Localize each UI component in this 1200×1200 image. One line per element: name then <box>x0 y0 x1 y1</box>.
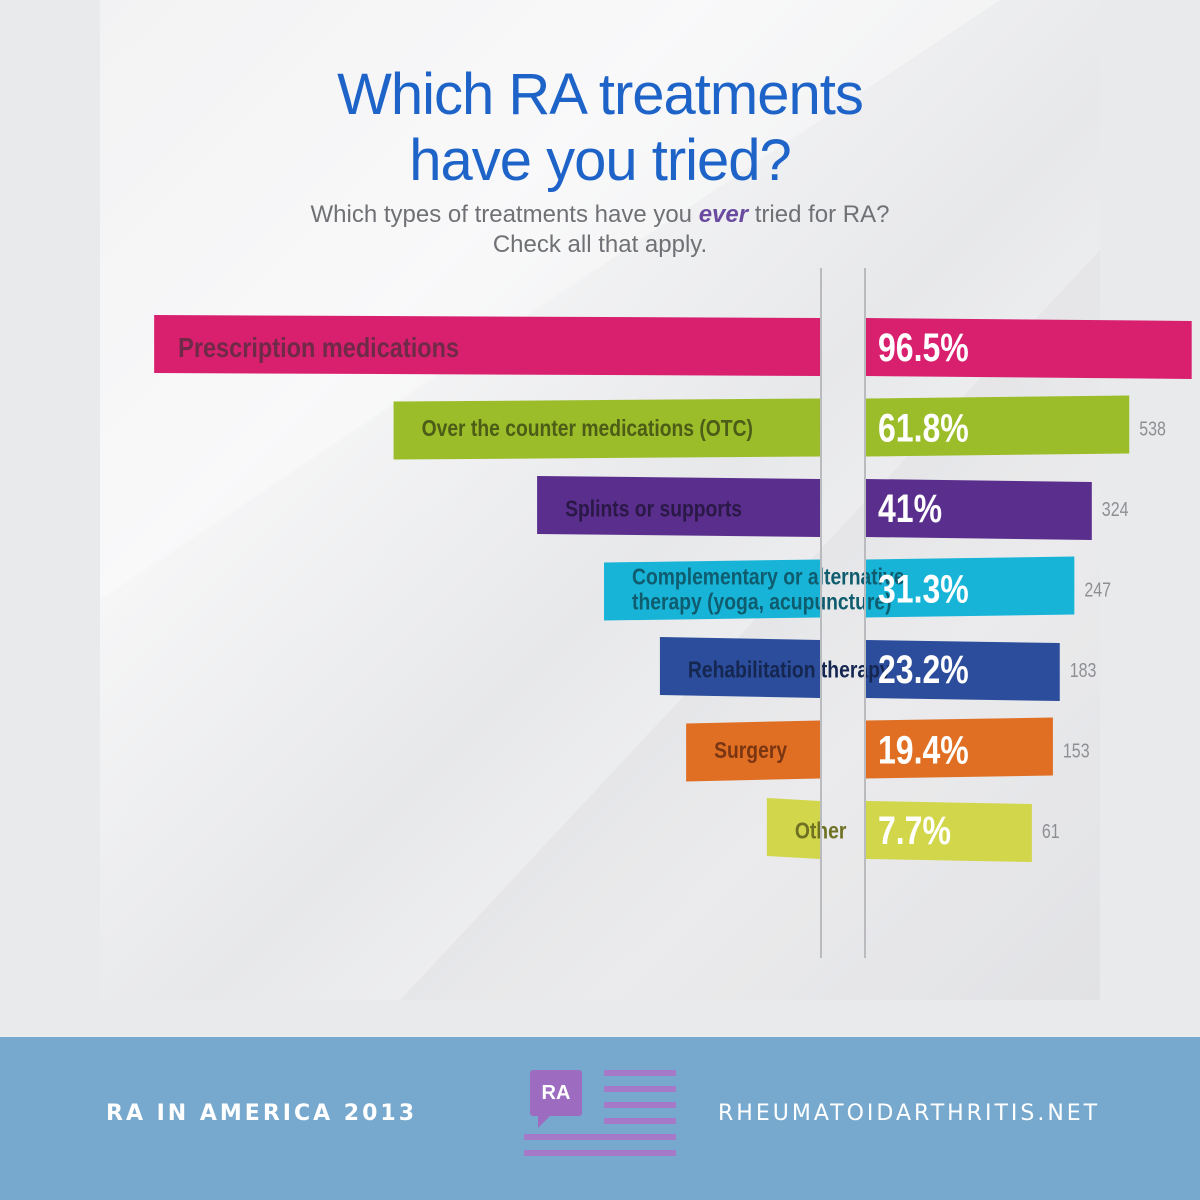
bar-left <box>604 559 820 621</box>
logo-badge: RA <box>530 1070 582 1116</box>
bar-right <box>866 318 1192 379</box>
logo-stripe <box>604 1118 676 1124</box>
page-title: Which RA treatments have you tried? <box>337 62 864 193</box>
category-label: Complementary or alternative <box>632 565 905 590</box>
bar-left <box>686 720 820 782</box>
bar-right <box>866 479 1092 540</box>
count-label: 153 <box>1063 740 1090 762</box>
bar-right <box>866 801 1032 862</box>
subtitle-text: Which types of treatments have you <box>310 201 699 228</box>
value-label: 61.8% <box>878 405 969 450</box>
count-label: 324 <box>1102 498 1129 520</box>
subtitle-emphasis: ever <box>698 201 749 228</box>
footer-site-url: RHEUMATOIDARTHRITIS.NET <box>718 1101 1101 1126</box>
category-label: Splints or supports <box>565 497 742 522</box>
site-logo: RA <box>524 1070 676 1166</box>
count-label: 538 <box>1139 418 1166 440</box>
category-label: Rehabilitation therapy <box>688 658 891 683</box>
chart-subtitle: Which types of treatments have you ever … <box>0 200 1200 260</box>
value-label: 96.5% <box>878 325 969 370</box>
category-label: Prescription medications <box>178 333 459 363</box>
value-label: 7.7% <box>878 808 951 853</box>
logo-stripe <box>604 1070 676 1076</box>
bar-right <box>866 395 1130 457</box>
bar-right <box>866 556 1075 618</box>
count-label: 247 <box>1084 579 1111 601</box>
logo-stripe <box>604 1102 676 1108</box>
count-label: 183 <box>1070 659 1097 681</box>
footer-campaign-title: RA IN AMERICA 2013 <box>106 1101 418 1126</box>
logo-speech-tail <box>538 1116 550 1128</box>
bar-left <box>154 315 820 376</box>
bar-left <box>393 398 820 460</box>
logo-stripe <box>604 1086 676 1092</box>
logo-stripe <box>524 1134 676 1140</box>
value-label: 31.3% <box>878 566 969 611</box>
value-label: 41% <box>878 486 942 531</box>
logo-stripe <box>524 1150 676 1156</box>
bar-right <box>866 717 1053 779</box>
count-label: 61 <box>1042 820 1060 842</box>
value-label: 19.4% <box>878 727 969 772</box>
bar-left <box>537 476 820 537</box>
category-label: therapy (yoga, acupuncture) <box>632 590 892 615</box>
bar-left <box>766 798 820 859</box>
value-label: 23.2% <box>878 647 969 692</box>
bar-left <box>659 637 820 698</box>
category-label: Surgery <box>714 738 787 763</box>
category-label: Over the counter medications (OTC) <box>422 416 753 441</box>
subtitle-instruction: Check all that apply. <box>492 231 708 258</box>
bar-right <box>866 640 1060 701</box>
subtitle-text: tried for RA? <box>748 201 890 228</box>
footer-banner: RA IN AMERICA 2013 RA RHEUMATOIDARTHRITI… <box>0 1037 1200 1200</box>
